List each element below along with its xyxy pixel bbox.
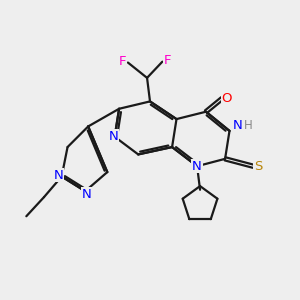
Text: H: H (243, 119, 252, 132)
Text: N: N (53, 169, 63, 182)
Text: N: N (233, 119, 243, 132)
Text: N: N (108, 130, 118, 143)
Text: N: N (192, 160, 202, 173)
Text: N: N (82, 188, 92, 201)
Text: F: F (164, 54, 171, 67)
Text: S: S (254, 160, 262, 173)
Text: O: O (221, 92, 232, 105)
Text: F: F (119, 55, 126, 68)
